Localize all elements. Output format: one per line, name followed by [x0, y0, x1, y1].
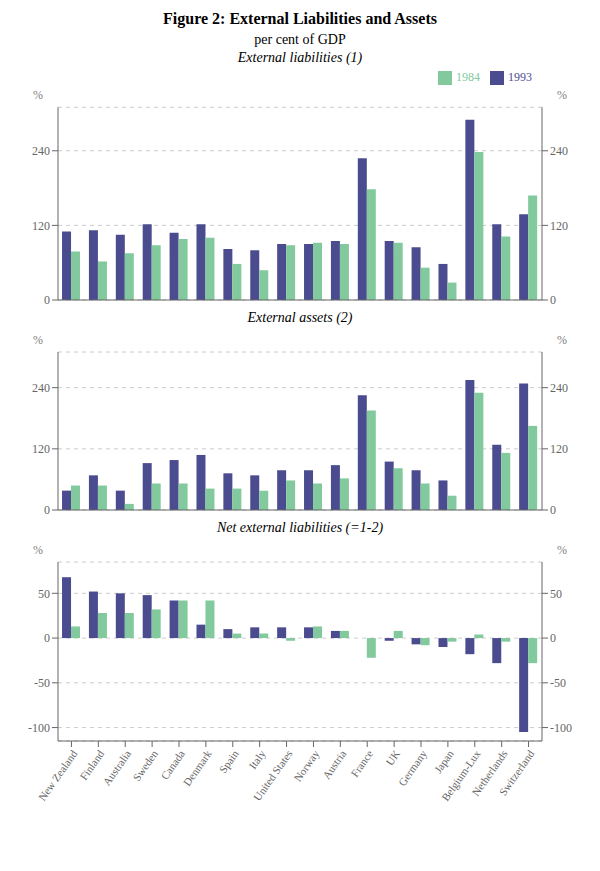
html-text:Net external liabilities (=1-2: Net external liabilities (=1-2)	[216, 520, 384, 535]
svg-text:%: %	[557, 88, 567, 102]
svg-text:Italy: Italy	[246, 747, 268, 771]
html-text:1993: 1993	[508, 70, 532, 84]
html-text:per cent of GDP: per cent of GDP	[254, 32, 346, 47]
svg-text:-100: -100	[28, 721, 50, 735]
svg-text:-100: -100	[550, 721, 572, 735]
svg-text:Sweden: Sweden	[130, 747, 160, 783]
svg-text:Belgium-Lux: Belgium-Lux	[439, 747, 483, 804]
html-text:External assets (2): External assets (2)	[247, 310, 353, 325]
svg-text:United States: United States	[251, 748, 295, 803]
svg-text:Japan: Japan	[432, 747, 456, 775]
svg-text:0: 0	[550, 631, 556, 645]
svg-text:%: %	[33, 543, 43, 557]
svg-text:Denmark: Denmark	[181, 747, 215, 788]
svg-text:240: 240	[550, 381, 568, 395]
svg-text:120: 120	[550, 442, 568, 456]
svg-text:120: 120	[32, 219, 50, 233]
svg-text:Spain: Spain	[217, 747, 241, 775]
svg-text:50: 50	[38, 587, 50, 601]
svg-text:-50: -50	[550, 676, 566, 690]
svg-text:0: 0	[550, 503, 556, 517]
svg-text:Netherlands: Netherlands	[469, 747, 510, 799]
svg-text:0: 0	[550, 293, 556, 307]
svg-text:240: 240	[32, 144, 50, 158]
svg-text:Australia: Australia	[100, 748, 133, 788]
svg-text:120: 120	[32, 442, 50, 456]
svg-text:Germany: Germany	[396, 747, 430, 788]
svg-text:%: %	[33, 88, 43, 102]
html-text:Figure 2: External Liabilities: Figure 2: External Liabilities and Asset…	[163, 10, 437, 27]
svg-text:240: 240	[550, 144, 568, 158]
svg-text:%: %	[557, 333, 567, 347]
html-text:External liabilities (1): External liabilities (1)	[237, 50, 363, 65]
svg-text:UK: UK	[383, 748, 402, 768]
html-text:1984: 1984	[456, 70, 480, 84]
svg-text:Norway: Norway	[291, 747, 321, 783]
svg-text:0: 0	[44, 293, 50, 307]
svg-text:50: 50	[550, 587, 562, 601]
svg-text:Finland: Finland	[77, 747, 107, 783]
svg-text:0: 0	[44, 503, 50, 517]
svg-text:0: 0	[44, 631, 50, 645]
svg-text:New Zealand: New Zealand	[36, 747, 80, 803]
svg-text:-50: -50	[34, 676, 50, 690]
svg-text:120: 120	[550, 219, 568, 233]
svg-text:Switzerland: Switzerland	[497, 747, 537, 797]
svg-text:France: France	[348, 748, 375, 779]
svg-text:Austria: Austria	[320, 748, 348, 782]
svg-text:Canada: Canada	[158, 747, 187, 782]
svg-text:%: %	[33, 333, 43, 347]
svg-text:%: %	[557, 543, 567, 557]
svg-text:240: 240	[32, 381, 50, 395]
